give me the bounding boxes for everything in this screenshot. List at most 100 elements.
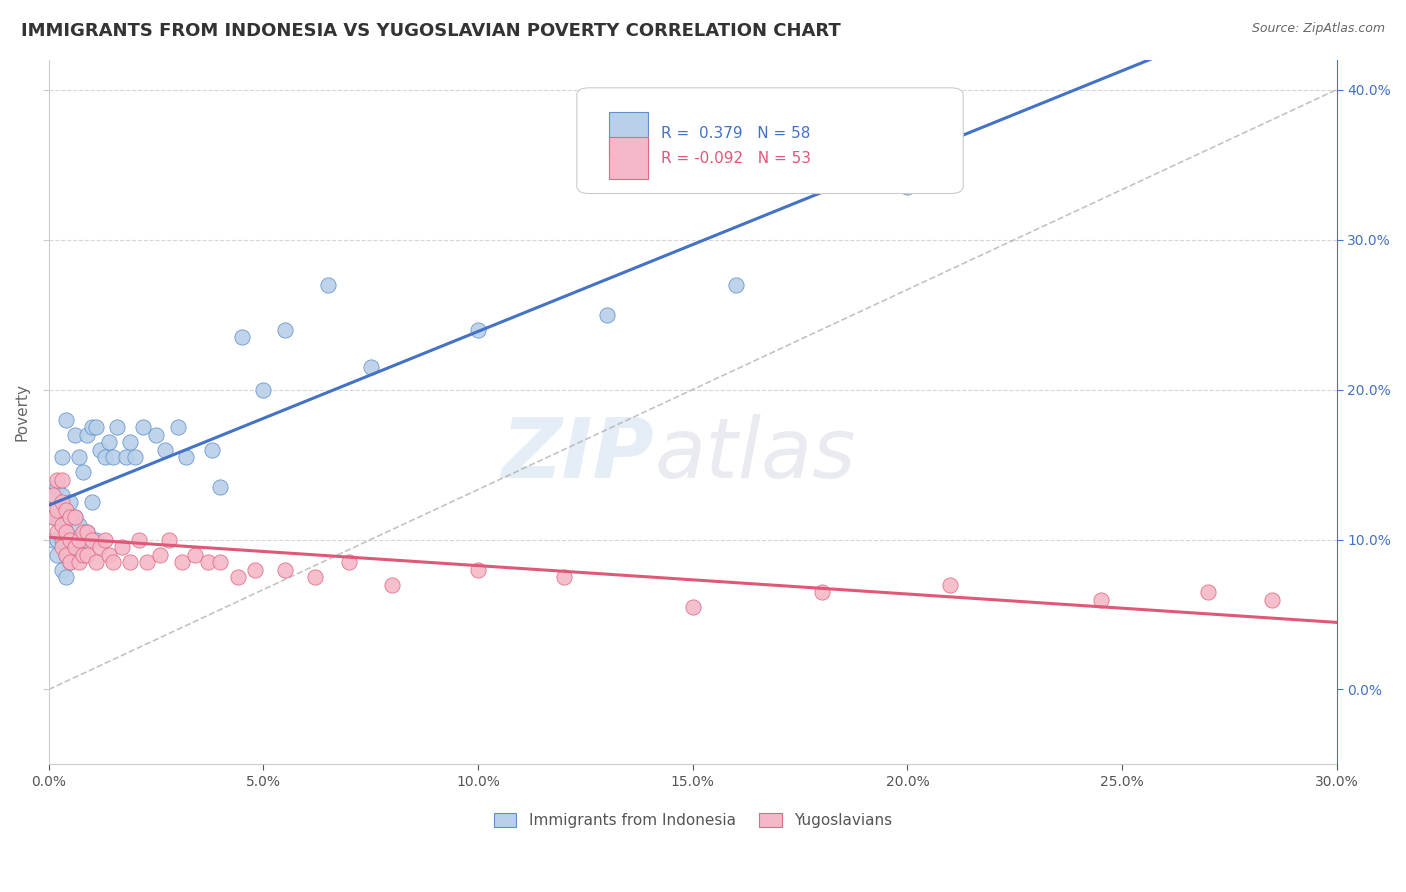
Point <box>51 562 73 576</box>
Point <box>80 533 103 547</box>
Point <box>51 487 73 501</box>
Point <box>72 533 94 547</box>
Point <box>596 308 619 322</box>
Point <box>132 420 155 434</box>
Point <box>124 450 146 464</box>
Bar <box>609 112 648 154</box>
Point <box>274 322 297 336</box>
Y-axis label: Poverty: Poverty <box>15 383 30 441</box>
Text: R =  0.379   N = 58: R = 0.379 N = 58 <box>661 126 810 141</box>
Point <box>337 555 360 569</box>
Point <box>166 420 188 434</box>
Point <box>51 540 73 554</box>
Point <box>381 577 404 591</box>
Point <box>67 548 90 562</box>
Point <box>72 465 94 479</box>
Point <box>51 473 73 487</box>
Point <box>896 180 918 194</box>
Point <box>63 540 86 554</box>
Point <box>55 412 77 426</box>
Point <box>55 502 77 516</box>
Point <box>93 533 115 547</box>
Point <box>170 555 193 569</box>
Point <box>46 502 69 516</box>
Point <box>63 427 86 442</box>
Point <box>42 510 65 524</box>
Point <box>153 442 176 457</box>
Point <box>93 450 115 464</box>
Point <box>76 524 98 539</box>
Point <box>55 524 77 539</box>
Point <box>231 330 253 344</box>
Point <box>810 585 832 599</box>
Point <box>724 277 747 292</box>
Point <box>46 510 69 524</box>
Point <box>51 450 73 464</box>
Point <box>51 533 73 547</box>
Point <box>59 533 82 547</box>
Point <box>59 555 82 569</box>
Point <box>226 570 249 584</box>
Point <box>316 277 339 292</box>
Point <box>59 495 82 509</box>
Text: ZIP: ZIP <box>502 414 654 495</box>
Point <box>111 540 134 554</box>
Point <box>42 487 65 501</box>
Point <box>274 562 297 576</box>
Point <box>97 435 120 450</box>
FancyBboxPatch shape <box>576 87 963 194</box>
Point <box>67 555 90 569</box>
Point <box>1090 592 1112 607</box>
Point <box>136 555 159 569</box>
Point <box>360 359 382 374</box>
Point <box>467 322 489 336</box>
Point <box>682 600 704 615</box>
Point <box>59 533 82 547</box>
Point <box>76 524 98 539</box>
Point <box>107 420 129 434</box>
Point <box>197 555 219 569</box>
Point <box>46 548 69 562</box>
Point <box>101 555 124 569</box>
Point <box>67 450 90 464</box>
Point <box>46 473 69 487</box>
Text: IMMIGRANTS FROM INDONESIA VS YUGOSLAVIAN POVERTY CORRELATION CHART: IMMIGRANTS FROM INDONESIA VS YUGOSLAVIAN… <box>21 22 841 40</box>
Point <box>939 577 962 591</box>
Point <box>63 510 86 524</box>
Point <box>101 450 124 464</box>
Point <box>149 548 172 562</box>
Point <box>55 548 77 562</box>
Text: Source: ZipAtlas.com: Source: ZipAtlas.com <box>1251 22 1385 36</box>
Point <box>80 495 103 509</box>
Point <box>120 555 142 569</box>
Point <box>97 548 120 562</box>
Point <box>51 517 73 532</box>
Point <box>42 510 65 524</box>
Point <box>55 570 77 584</box>
Point <box>467 562 489 576</box>
Point <box>84 555 107 569</box>
Point <box>243 562 266 576</box>
Point <box>128 533 150 547</box>
Point <box>55 548 77 562</box>
Legend: Immigrants from Indonesia, Yugoslavians: Immigrants from Indonesia, Yugoslavians <box>488 807 898 834</box>
Point <box>46 533 69 547</box>
Point <box>55 524 77 539</box>
Point <box>51 510 73 524</box>
Point <box>201 442 224 457</box>
Point <box>67 517 90 532</box>
Point <box>84 420 107 434</box>
Point <box>72 524 94 539</box>
Text: atlas: atlas <box>654 414 856 495</box>
Point <box>115 450 138 464</box>
Point <box>157 533 180 547</box>
Point <box>145 427 167 442</box>
Point <box>46 480 69 494</box>
Point <box>209 555 232 569</box>
Point <box>209 480 232 494</box>
Point <box>72 548 94 562</box>
Point <box>55 502 77 516</box>
Point <box>80 420 103 434</box>
Point <box>46 524 69 539</box>
Point <box>51 495 73 509</box>
